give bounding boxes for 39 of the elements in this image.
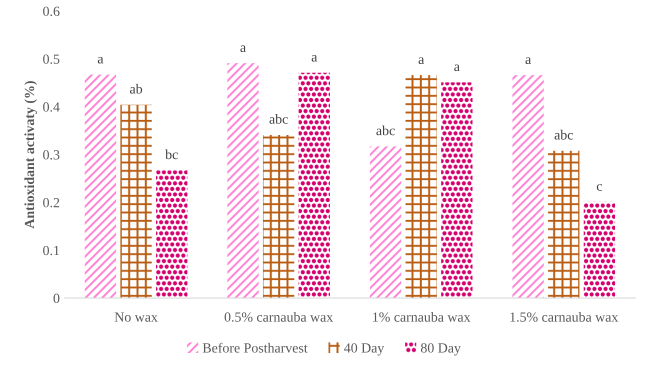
legend-label: Before Postharvest (202, 342, 308, 353)
data-label: bc (165, 149, 178, 160)
bar (298, 72, 330, 298)
legend-label: 80 Day (420, 343, 461, 356)
y-tick-label: 0.4 (43, 102, 60, 112)
bar (512, 75, 544, 298)
y-tick-label: 0.3 (43, 150, 60, 160)
data-label: abc (269, 114, 288, 124)
x-tick-label: No wax (114, 312, 158, 322)
y-tick-label: 0 (54, 294, 60, 304)
bar (406, 75, 437, 298)
x-tick-label: 0.5% carnauba wax (224, 312, 334, 322)
data-label: a (240, 45, 246, 52)
bar (227, 63, 259, 298)
legend-label: 40 Day (344, 343, 384, 356)
data-label: a (312, 54, 318, 62)
data-label: a (454, 64, 460, 72)
y-tick-label: 0.6 (43, 6, 60, 16)
bar (584, 202, 616, 298)
data-label: abc (554, 130, 573, 140)
data-label: a (526, 57, 532, 64)
data-label: c (596, 184, 602, 191)
data-label: ab (130, 84, 142, 94)
data-label: a (418, 57, 424, 64)
y-tick-label: 0.5 (43, 54, 60, 64)
y-tick-label: 0.2 (43, 198, 60, 208)
bar (84, 74, 116, 298)
x-tick-label: 1.5% carnauba wax (510, 312, 618, 322)
bar (548, 150, 580, 298)
bar (441, 82, 473, 298)
y-tick-label: 0.1 (43, 246, 60, 256)
data-label: a (98, 56, 104, 64)
bar (262, 134, 294, 298)
data-label: abc (376, 126, 395, 136)
bar (370, 146, 402, 298)
bar (120, 104, 152, 298)
bar (156, 170, 188, 298)
y-axis-title: Antioxidant activaty (%) (24, 81, 38, 228)
x-tick-label: 1% carnauba wax (373, 312, 470, 322)
